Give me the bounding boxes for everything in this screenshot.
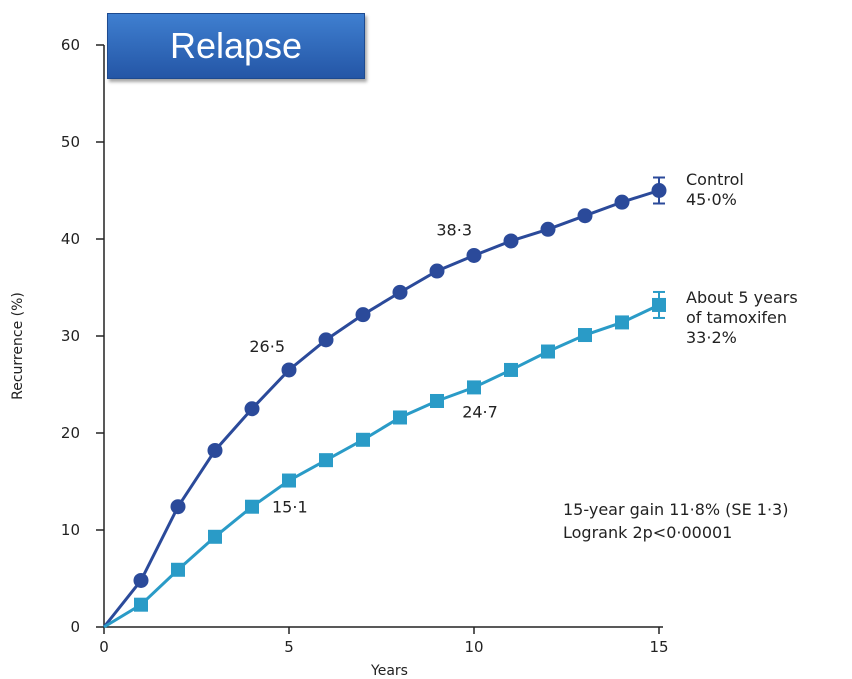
chart-title-banner: Relapse — [107, 13, 365, 79]
data-point-control — [170, 499, 186, 515]
data-point-control — [244, 401, 260, 417]
y-tick-label: 10 — [61, 521, 80, 539]
data-point-tamoxifen — [615, 315, 629, 330]
data-point-tamoxifen — [393, 410, 407, 425]
data-point-tamoxifen — [504, 362, 518, 377]
x-tick-label: 15 — [649, 638, 668, 656]
data-label: 26·5 — [249, 337, 285, 356]
data-point-tamoxifen — [430, 393, 444, 408]
data-point-control — [207, 442, 223, 458]
data-point-tamoxifen — [208, 529, 222, 544]
x-tick-label: 5 — [284, 638, 294, 656]
data-point-control — [318, 332, 334, 348]
y-tick-label: 60 — [61, 36, 80, 54]
data-point-tamoxifen — [319, 453, 333, 468]
data-point-tamoxifen — [578, 328, 592, 343]
data-point-control — [577, 208, 593, 224]
data-point-tamoxifen — [541, 344, 555, 359]
stats-annotation: 15-year gain 11·8% (SE 1·3) — [563, 500, 788, 519]
data-point-tamoxifen — [134, 597, 148, 612]
chart-title: Relapse — [169, 25, 303, 66]
series-end-label: Control — [686, 170, 744, 189]
data-label: 15·1 — [272, 498, 308, 517]
series-end-label: About 5 years — [686, 288, 798, 307]
data-point-tamoxifen — [282, 473, 296, 488]
data-point-control — [355, 307, 371, 323]
series-end-label: 33·2% — [686, 328, 737, 347]
data-point-control — [503, 233, 519, 249]
data-point-tamoxifen — [171, 562, 185, 577]
y-tick-label: 40 — [61, 230, 80, 248]
y-axis-label: Recurrence (%) — [10, 292, 26, 400]
series-line-tamoxifen — [103, 303, 660, 629]
data-point-tamoxifen — [245, 499, 259, 514]
data-point-control — [281, 362, 297, 378]
data-label: 24·7 — [462, 402, 498, 421]
data-point-control — [466, 247, 482, 263]
stats-annotation: Logrank 2p<0·00001 — [563, 523, 732, 542]
data-point-control — [614, 194, 630, 210]
data-point-control — [133, 572, 149, 588]
y-tick-label: 50 — [61, 133, 80, 151]
series-end-label: 45·0% — [686, 190, 737, 209]
y-tick-label: 0 — [70, 618, 80, 636]
x-axis-label: Years — [370, 663, 408, 679]
y-tick-label: 20 — [61, 424, 80, 442]
series-end-label: of tamoxifen — [686, 308, 787, 327]
data-point-control — [540, 221, 556, 237]
data-point-control — [392, 284, 408, 300]
data-point-tamoxifen — [467, 380, 481, 395]
x-tick-label: 0 — [99, 638, 109, 656]
x-tick-label: 10 — [464, 638, 483, 656]
data-point-tamoxifen — [356, 432, 370, 447]
data-label: 38·3 — [436, 220, 472, 239]
y-tick-label: 30 — [61, 327, 80, 345]
data-point-control — [429, 263, 445, 279]
series-line-control — [102, 189, 660, 628]
